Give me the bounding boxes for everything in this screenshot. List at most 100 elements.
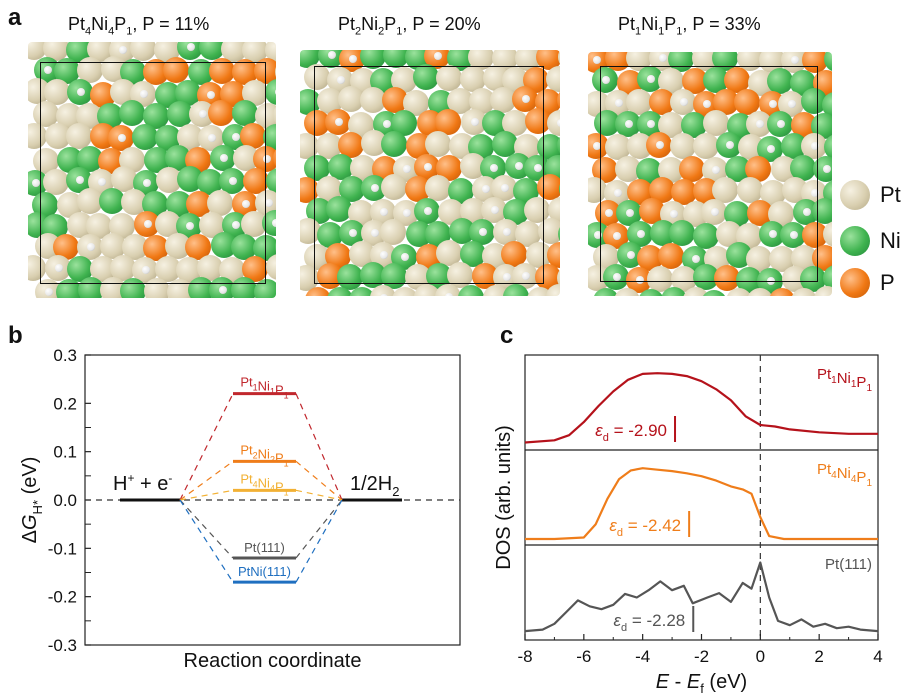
atom — [490, 87, 517, 114]
hydrogen-atom — [768, 229, 777, 238]
atom — [682, 286, 709, 296]
atom — [482, 284, 509, 296]
atom — [273, 145, 276, 172]
x-axis-title: Reaction coordinate — [184, 650, 362, 672]
atom — [76, 188, 103, 215]
atom — [457, 285, 484, 296]
atom — [337, 86, 364, 113]
atom — [221, 42, 248, 62]
hydrogen-atom — [380, 293, 389, 296]
hydrogen-atom — [86, 243, 95, 252]
hydrogen-atom — [272, 219, 276, 228]
atom — [435, 108, 462, 135]
hydrogen-atom — [76, 88, 85, 96]
y-axis-title: ΔGH* (eV) — [19, 457, 45, 544]
atom — [187, 277, 214, 298]
atom — [130, 42, 157, 62]
atom — [822, 265, 832, 292]
hydrogen-atom — [43, 66, 52, 75]
structure-title-2: Pt2Ni2P1, P = 20% — [338, 14, 481, 38]
atom — [557, 50, 560, 70]
atom — [240, 122, 267, 149]
atom — [66, 123, 93, 150]
y-tick-label: 0.1 — [53, 443, 77, 462]
atom — [253, 235, 276, 262]
dos-curve-Pt4Ni4P1 — [525, 467, 878, 541]
x-tick-label: -2 — [694, 647, 709, 666]
atom — [588, 176, 607, 203]
atom — [669, 133, 696, 160]
unit-cell-box — [314, 66, 544, 284]
atom — [546, 241, 560, 268]
atom — [207, 100, 234, 127]
hydrogen-atom — [208, 133, 217, 142]
hydrogen-atom — [262, 155, 271, 164]
hydrogen-atom — [503, 227, 512, 236]
atom — [231, 100, 258, 127]
panel-c-letter: c — [500, 322, 514, 349]
hydrogen-atom — [349, 54, 358, 63]
hydrogen-atom — [613, 273, 622, 282]
atom — [658, 242, 685, 269]
atom — [99, 276, 126, 298]
atom — [669, 220, 696, 247]
hydrogen-atom — [670, 209, 679, 218]
d-band-center-label: εd = -2.90 — [595, 421, 667, 444]
hydrogen-atom — [514, 161, 523, 170]
atom — [823, 221, 832, 247]
hydrogen-atom — [802, 208, 811, 217]
atom — [556, 132, 560, 159]
legend-item-pt: Pt — [840, 180, 901, 210]
atom — [336, 263, 363, 290]
atom — [638, 288, 665, 296]
atom — [76, 56, 103, 83]
atom — [300, 50, 320, 69]
atom — [273, 101, 276, 128]
panel-b-letter: b — [8, 322, 23, 349]
hydrogen-atom — [725, 141, 734, 150]
legend-item-p: P — [840, 268, 895, 298]
hydrogen-atom — [337, 76, 346, 85]
atom — [231, 277, 258, 298]
hydrogen-atom — [242, 199, 250, 208]
hydrogen-atom — [187, 43, 196, 52]
hydrogen-atom — [556, 119, 560, 128]
atom — [265, 168, 276, 195]
hydrogen-atom — [75, 176, 84, 185]
atom — [42, 168, 69, 195]
atom — [557, 265, 560, 292]
atom — [274, 58, 276, 85]
hydrogen-atom — [119, 46, 128, 55]
atom — [300, 89, 321, 116]
atom — [413, 284, 440, 296]
atom — [144, 277, 171, 298]
hydrogen-atom — [703, 99, 712, 108]
atom — [546, 284, 560, 296]
hydrogen-atom — [503, 273, 512, 282]
atom — [736, 176, 763, 203]
final-state-label: 1/2H2 — [350, 473, 399, 499]
atom — [263, 123, 276, 150]
atom — [523, 196, 550, 223]
atom — [392, 287, 419, 296]
hydrogen-atom — [646, 75, 655, 84]
atom — [670, 178, 697, 205]
initial-state-label: H+ + e- — [113, 471, 172, 495]
atom — [33, 100, 60, 127]
x-tick-label: 2 — [814, 647, 823, 666]
legend-swatch-pt — [840, 180, 870, 210]
legend-item-ni: Ni — [840, 226, 901, 256]
atom — [501, 240, 528, 267]
hydrogen-atom — [691, 254, 700, 263]
atom — [545, 65, 560, 92]
energy-level-label: Pt(111) — [244, 540, 285, 555]
hydrogen-atom — [613, 232, 622, 241]
panel-a-letter: a — [8, 4, 22, 31]
structure-title-1: Pt4Ni4P1, P = 11% — [68, 14, 210, 38]
hydrogen-atom — [186, 221, 195, 230]
plot-frame — [524, 354, 879, 641]
atom — [435, 284, 462, 296]
hydrogen-atom — [767, 276, 776, 285]
atom — [537, 133, 560, 160]
atom — [199, 42, 226, 61]
